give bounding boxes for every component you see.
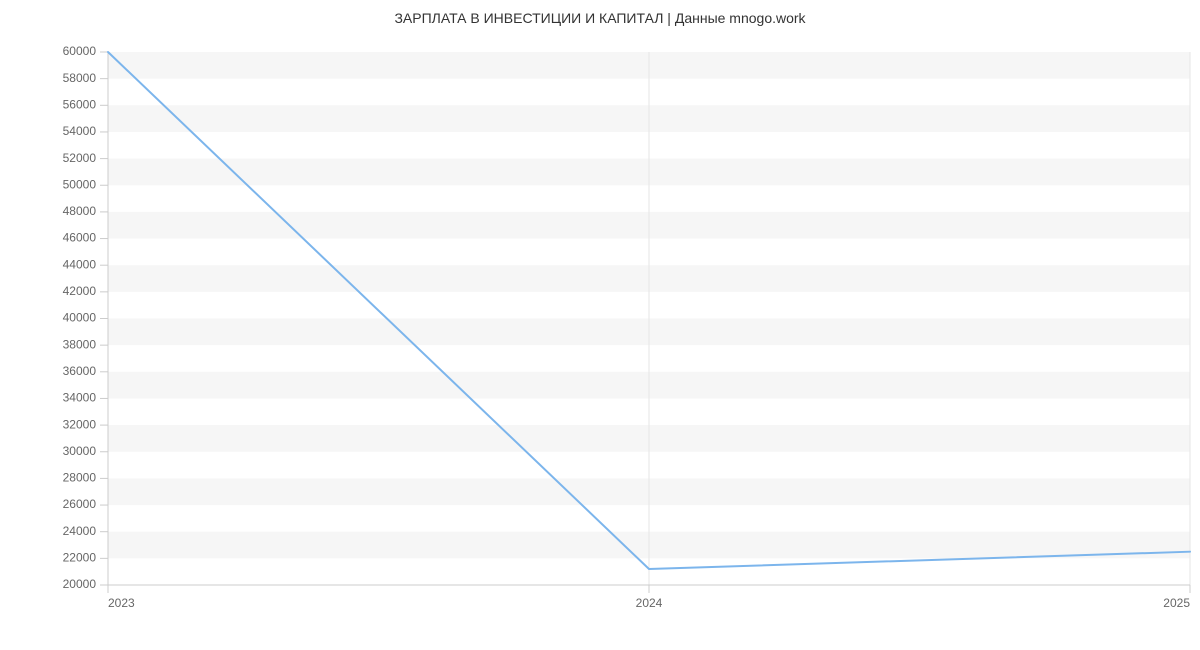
y-tick-label: 28000 (63, 471, 97, 485)
y-tick-label: 52000 (63, 151, 97, 165)
y-tick-label: 58000 (63, 71, 97, 85)
y-tick-label: 32000 (63, 417, 97, 431)
y-tick-label: 44000 (63, 257, 97, 271)
y-tick-label: 20000 (63, 577, 97, 591)
chart-title: ЗАРПЛАТА В ИНВЕСТИЦИИ И КАПИТАЛ | Данные… (0, 10, 1200, 26)
y-tick-label: 46000 (63, 231, 97, 245)
y-tick-label: 38000 (63, 337, 97, 351)
y-tick-label: 50000 (63, 177, 97, 191)
x-tick-label: 2023 (108, 596, 135, 610)
chart-container: ЗАРПЛАТА В ИНВЕСТИЦИИ И КАПИТАЛ | Данные… (0, 0, 1200, 650)
y-tick-label: 40000 (63, 311, 97, 325)
y-tick-label: 22000 (63, 551, 97, 565)
y-tick-label: 42000 (63, 284, 97, 298)
y-tick-label: 54000 (63, 124, 97, 138)
y-tick-label: 56000 (63, 97, 97, 111)
y-tick-label: 24000 (63, 524, 97, 538)
y-tick-label: 34000 (63, 391, 97, 405)
y-tick-label: 26000 (63, 497, 97, 511)
y-tick-label: 48000 (63, 204, 97, 218)
y-tick-label: 36000 (63, 364, 97, 378)
x-tick-label: 2025 (1163, 596, 1190, 610)
y-tick-label: 30000 (63, 444, 97, 458)
line-chart: 20000 22000 24000 26000 28000 30000 32000 34000… (0, 0, 1200, 650)
y-tick-label: 60000 (63, 44, 97, 58)
x-tick-label: 2024 (636, 596, 663, 610)
